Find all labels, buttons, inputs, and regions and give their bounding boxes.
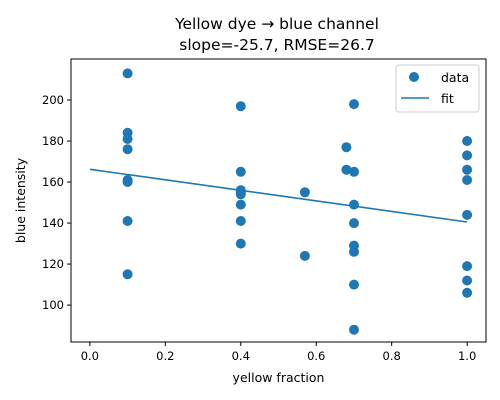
data-point <box>235 216 246 226</box>
y-tick-label: 100 <box>42 298 64 312</box>
data-point <box>122 134 133 144</box>
legend-label-fit: fit <box>441 91 454 106</box>
data-point <box>122 216 133 226</box>
data-point <box>235 101 246 112</box>
data-point <box>235 189 246 200</box>
data-point <box>462 287 473 298</box>
data-point <box>349 246 359 257</box>
legend-label-data: data <box>441 70 469 85</box>
data-point <box>122 144 133 155</box>
data-point <box>349 199 359 210</box>
data-point <box>462 275 473 286</box>
plot-area <box>89 68 473 335</box>
data-point <box>349 99 359 110</box>
data-point <box>349 218 359 229</box>
legend: data fit <box>395 64 480 113</box>
y-axis-label: blue intensity <box>13 157 28 243</box>
x-axis-label: yellow fraction <box>233 370 325 385</box>
x-tick-label: 0.8 <box>383 349 401 363</box>
chart-title: Yellow dye → blue channel <box>174 15 379 33</box>
data-point <box>462 150 473 161</box>
x-axis: 0.0 0.2 0.4 0.6 0.8 1.0 <box>81 342 476 363</box>
data-point <box>299 250 310 261</box>
data-point <box>462 209 473 220</box>
y-tick-label: 180 <box>42 134 64 148</box>
y-tick-label: 120 <box>42 257 64 271</box>
data-point <box>341 164 352 175</box>
chart-subtitle: slope=-25.7, RMSE=26.7 <box>179 36 374 54</box>
plot-frame <box>70 58 487 343</box>
data-point <box>122 269 133 280</box>
data-point <box>235 238 246 249</box>
y-axis: 100 120 140 160 180 200 <box>42 93 71 312</box>
data-point <box>462 164 473 175</box>
data-point <box>235 199 246 210</box>
x-tick-label: 0.0 <box>81 349 99 363</box>
data-point <box>462 136 473 146</box>
data-point <box>349 279 359 290</box>
fit-line <box>89 168 468 223</box>
legend-marker-data <box>409 72 419 82</box>
x-tick-label: 0.6 <box>307 349 325 363</box>
data-point <box>122 68 133 79</box>
data-point <box>235 166 246 177</box>
y-tick-label: 160 <box>42 175 64 189</box>
y-tick-label: 200 <box>42 93 64 107</box>
data-point <box>349 324 359 335</box>
y-tick-label: 140 <box>42 216 64 230</box>
data-point <box>341 142 352 153</box>
x-tick-label: 0.4 <box>232 349 250 363</box>
data-point <box>299 187 310 198</box>
x-tick-label: 1.0 <box>458 349 476 363</box>
x-tick-label: 0.2 <box>156 349 174 363</box>
data-point <box>349 166 359 177</box>
data-point <box>462 175 473 185</box>
data-point <box>122 177 133 187</box>
data-point <box>462 261 473 272</box>
